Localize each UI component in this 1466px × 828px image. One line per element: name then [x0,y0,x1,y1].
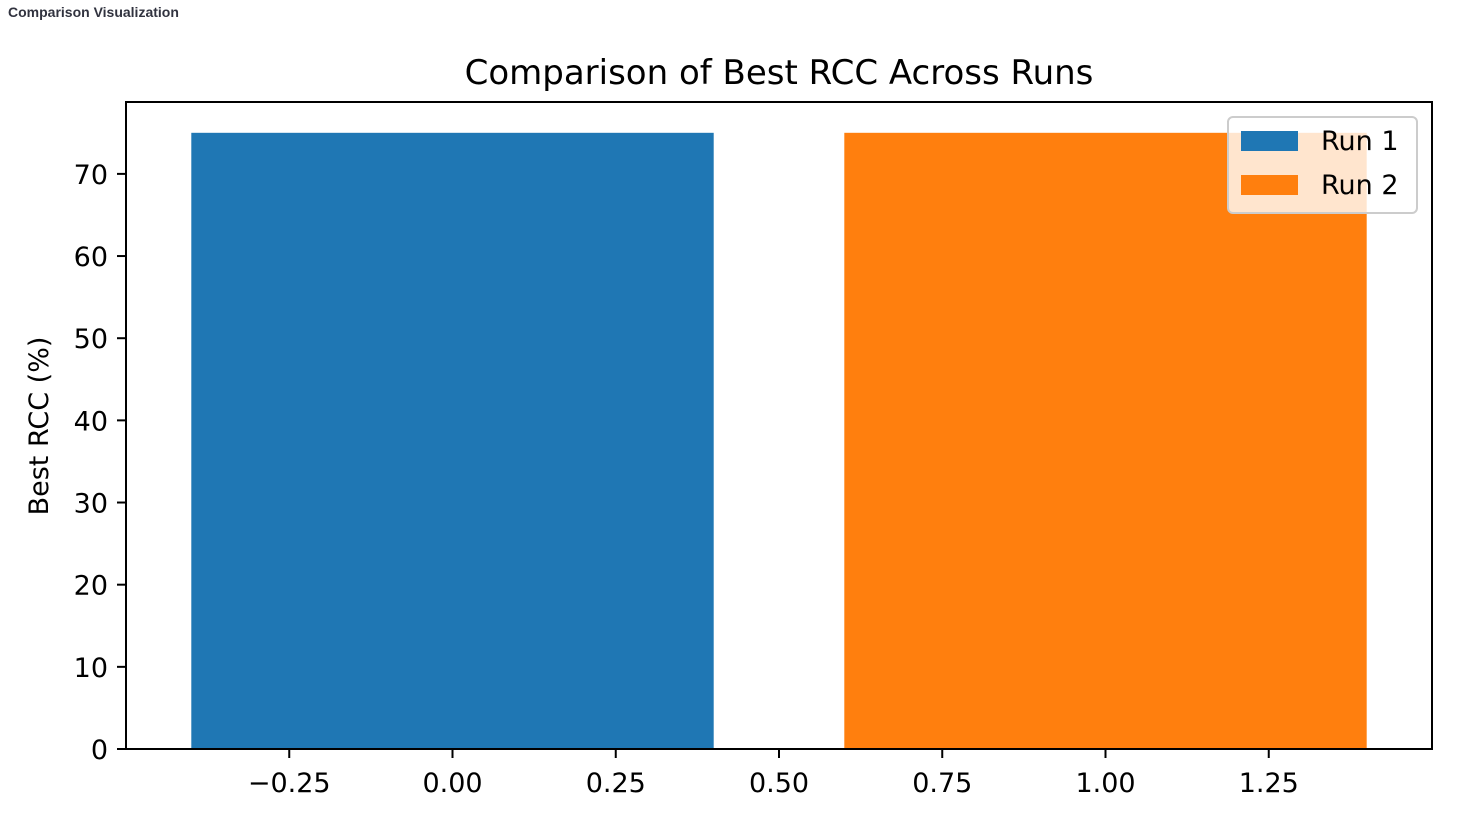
y-tick-label: 10 [74,653,108,684]
y-tick-label: 70 [74,160,108,191]
y-tick-label: 30 [74,489,108,520]
y-tick-label: 20 [74,571,108,602]
legend-label: Run 1 [1321,126,1399,157]
x-tick-label: 0.75 [912,768,972,799]
chart-title: Comparison of Best RCC Across Runs [465,53,1094,93]
x-axis: −0.25 0.00 0.25 0.50 0.75 1.00 1.25 [248,749,1299,799]
page-header-title: Comparison Visualization [8,4,179,20]
y-tick-label: 40 [74,406,108,437]
x-tick-label: 0.50 [749,768,809,799]
y-tick-label: 50 [74,324,108,355]
legend-label: Run 2 [1321,170,1399,201]
bars-layer [191,132,1367,750]
y-axis: 0 10 20 30 40 50 60 70 [74,160,126,766]
legend-swatch [1241,131,1298,151]
x-tick-label: −0.25 [248,768,331,799]
legend-swatch [1241,175,1298,195]
bar-run-1 [191,132,714,750]
bar-run-2 [844,132,1367,750]
y-tick-label: 0 [91,735,108,766]
y-axis-label: Best RCC (%) [24,337,55,516]
y-tick-label: 60 [74,242,108,273]
chart-legend: Run 1 Run 2 [1227,116,1418,214]
x-tick-label: 1.25 [1239,768,1299,799]
x-tick-label: 1.00 [1075,768,1135,799]
x-tick-label: 0.00 [422,768,482,799]
x-tick-label: 0.25 [586,768,646,799]
